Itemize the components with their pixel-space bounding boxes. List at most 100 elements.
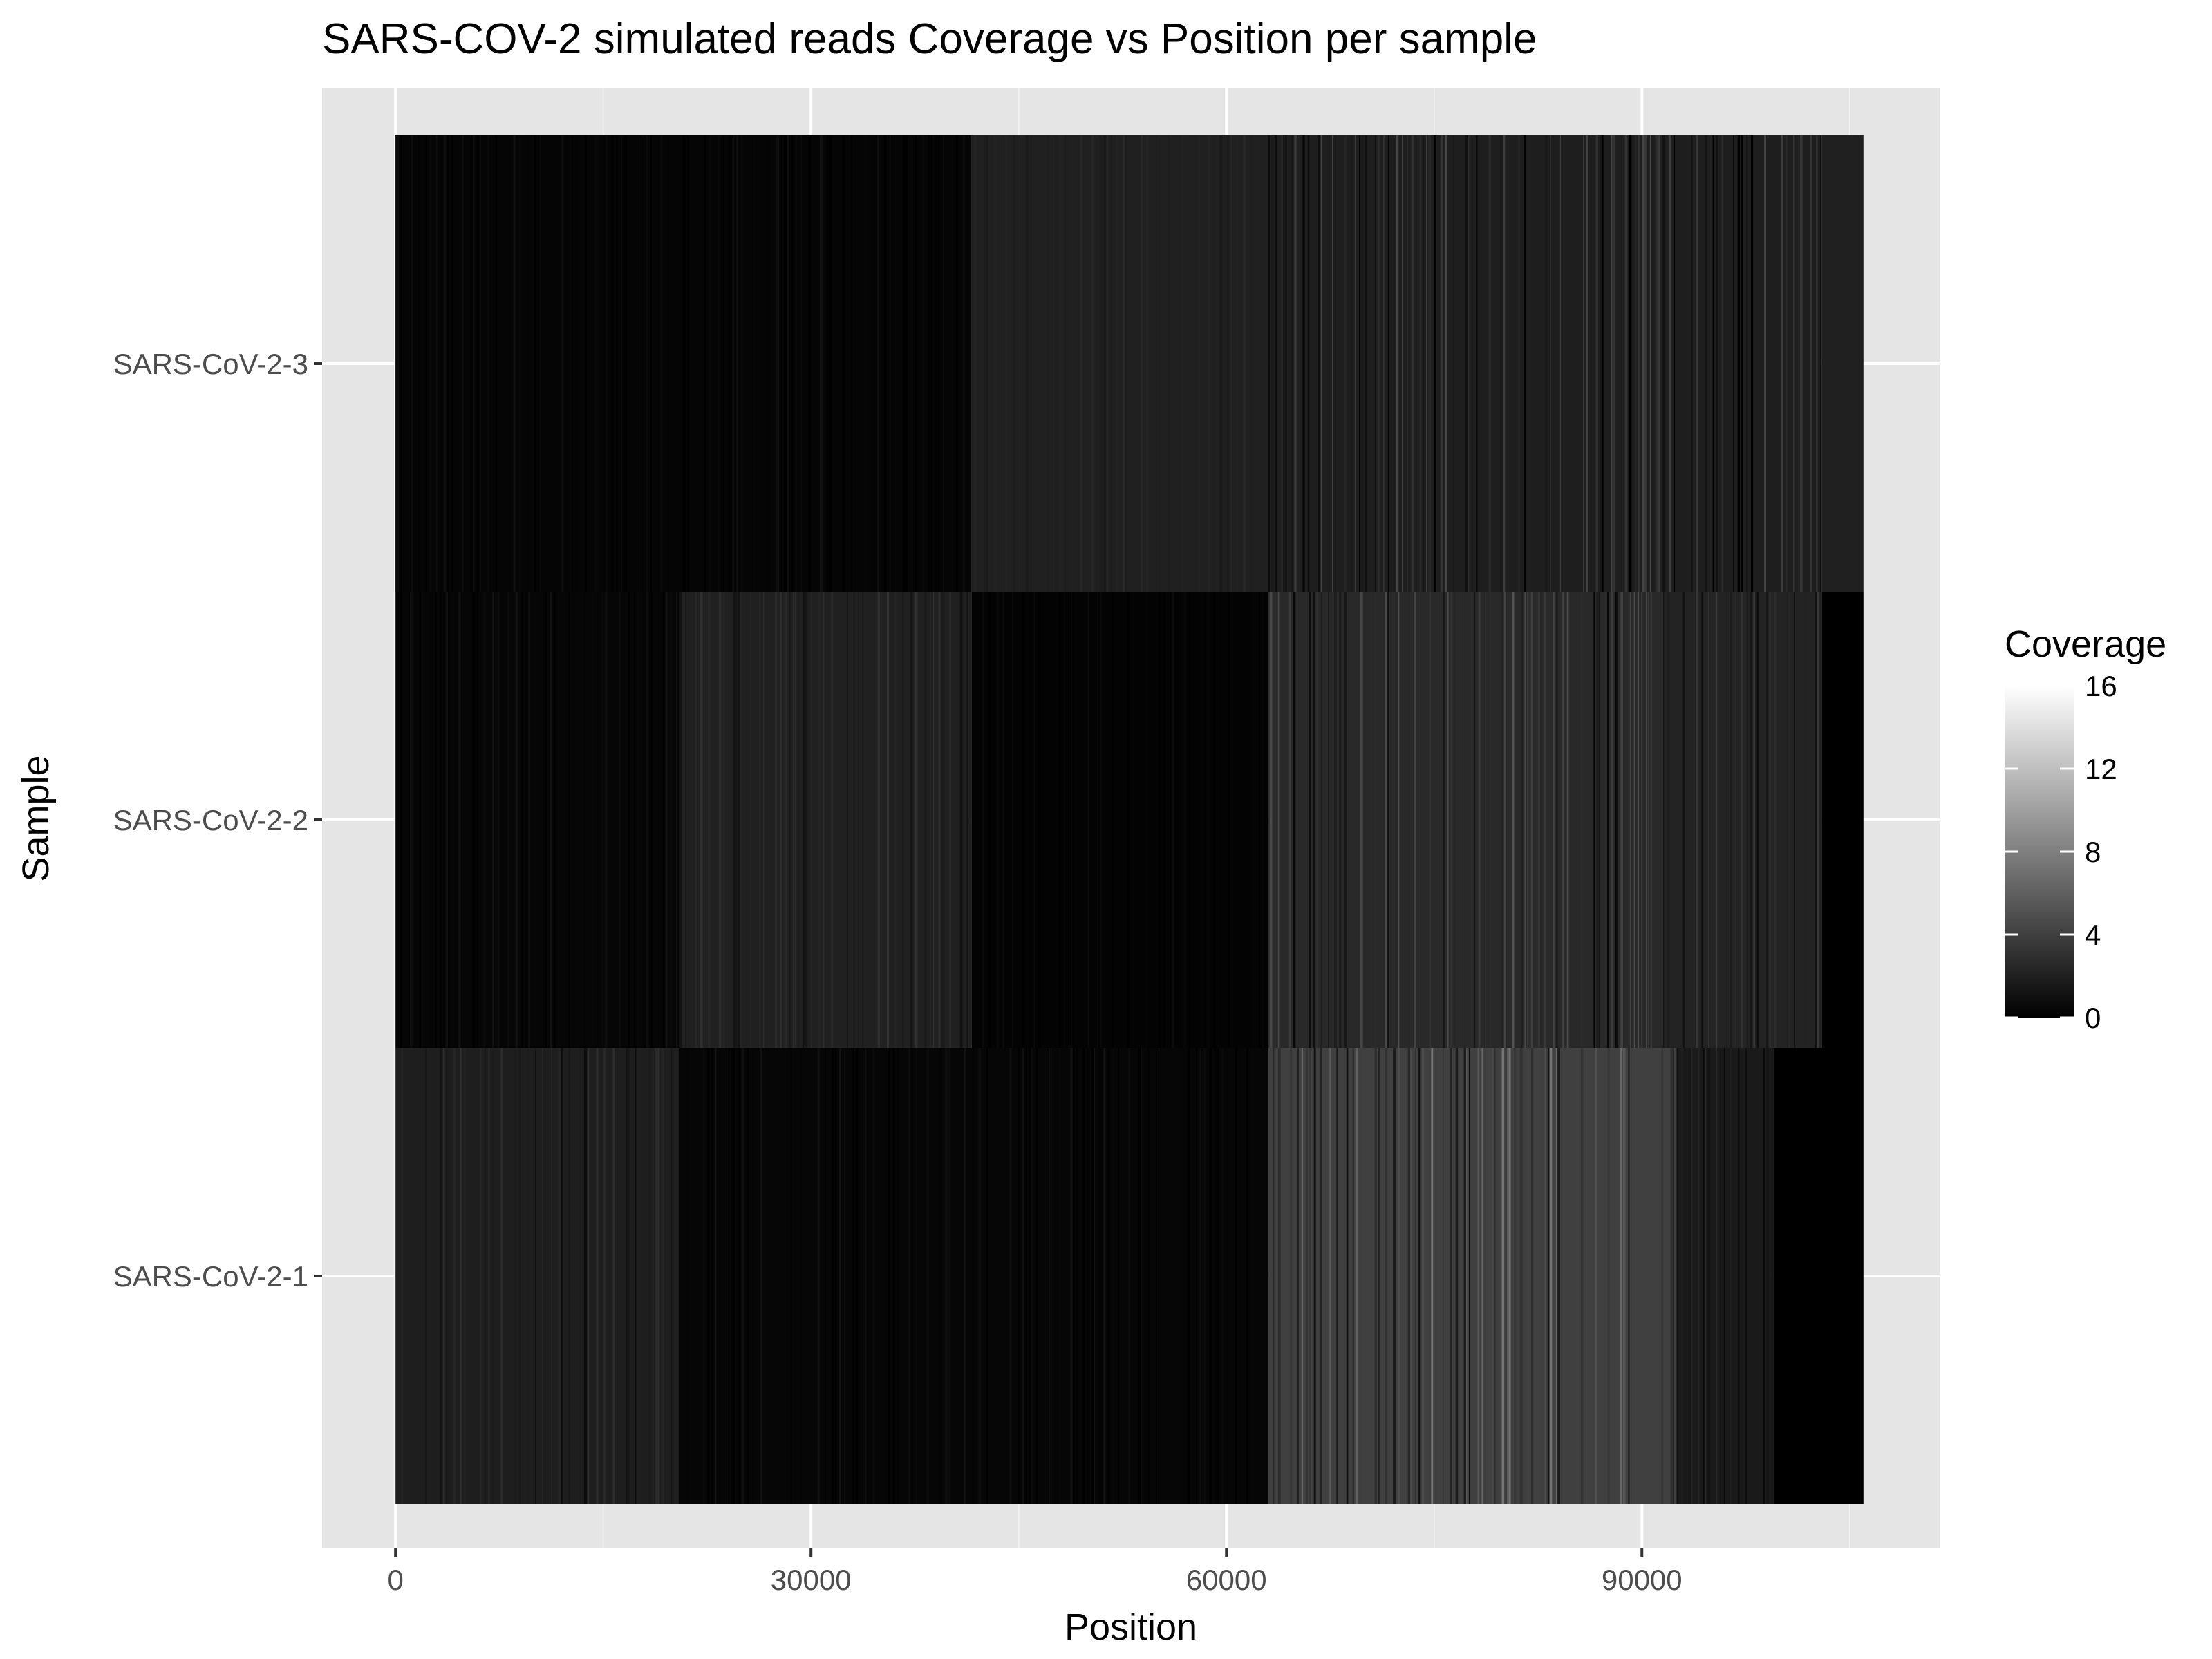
legend-tick-label: 0 xyxy=(2085,1002,2101,1034)
heatmap-cell xyxy=(472,592,476,1048)
heatmap-cell xyxy=(1556,592,1558,1048)
heatmap-cell xyxy=(507,592,509,1048)
heatmap-cell xyxy=(1387,135,1389,592)
heatmap-cell xyxy=(915,1048,917,1504)
heatmap-cell xyxy=(1466,1048,1468,1504)
heatmap-cell xyxy=(1207,135,1210,592)
heatmap-cell xyxy=(1428,135,1432,592)
heatmap-cell xyxy=(397,135,400,592)
heatmap-cell xyxy=(539,135,541,592)
heatmap-cell xyxy=(425,1048,427,1504)
heatmap-cell xyxy=(1494,1048,1496,1504)
heatmap-cell xyxy=(476,592,478,1048)
heatmap-cell xyxy=(411,135,414,592)
heatmap-cell xyxy=(781,135,782,592)
heatmap-cell xyxy=(1550,135,1551,592)
heatmap-cell xyxy=(646,592,649,1048)
heatmap-cell xyxy=(1295,135,1297,592)
heatmap-cell xyxy=(1179,135,1181,592)
heatmap-cell xyxy=(1163,592,1165,1048)
heatmap-cell xyxy=(1277,592,1280,1048)
heatmap-cell xyxy=(897,1048,899,1504)
heatmap-cell xyxy=(902,135,905,592)
heatmap-cell xyxy=(1070,1048,1073,1504)
heatmap-cell xyxy=(937,135,940,592)
heatmap-cell xyxy=(1002,592,1005,1048)
heatmap-cell xyxy=(1598,592,1600,1048)
heatmap-cell xyxy=(792,592,795,1048)
heatmap-cell xyxy=(1473,592,1476,1048)
heatmap-cell xyxy=(539,592,541,1048)
heatmap-cell xyxy=(1514,1048,1517,1504)
heatmap-cell xyxy=(1741,135,1743,592)
heatmap-cell xyxy=(583,1048,587,1504)
heatmap-cell xyxy=(1238,1048,1241,1504)
heatmap-cell xyxy=(596,1048,599,1504)
heatmap-cell xyxy=(597,135,599,592)
heatmap-cell xyxy=(662,592,664,1048)
heatmap-cell xyxy=(1067,135,1069,592)
heatmap-cell xyxy=(1221,1048,1224,1504)
heatmap-cell xyxy=(1259,592,1261,1048)
heatmap-cell xyxy=(1269,592,1273,1048)
heatmap-cell xyxy=(572,135,574,592)
heatmap-cell xyxy=(1047,135,1049,592)
heatmap-cell xyxy=(1447,592,1449,1048)
heatmap-cell xyxy=(632,592,635,1048)
heatmap-cell xyxy=(1672,1048,1674,1504)
heatmap-cell xyxy=(1815,592,1817,1048)
heatmap-cell xyxy=(1072,1048,1075,1504)
heatmap-cell xyxy=(1820,592,1822,1048)
heatmap-cell xyxy=(1681,1048,1683,1504)
heatmap-cell xyxy=(400,135,402,592)
heatmap-cell xyxy=(1022,1048,1024,1504)
heatmap-cell xyxy=(1611,592,1613,1048)
heatmap-cell xyxy=(1650,592,1653,1048)
heatmap-cell xyxy=(675,592,677,1048)
heatmap-segment xyxy=(1268,1048,1677,1504)
heatmap-cell xyxy=(1595,135,1598,592)
heatmap-cell xyxy=(1501,1048,1505,1504)
heatmap-cell xyxy=(1711,592,1714,1048)
heatmap-cell xyxy=(410,592,413,1048)
heatmap-cell xyxy=(435,135,438,592)
heatmap-cell xyxy=(1313,592,1315,1048)
heatmap-segment xyxy=(971,135,1268,592)
heatmap-cell xyxy=(1374,592,1377,1048)
heatmap-cell xyxy=(1613,135,1615,592)
heatmap-cell xyxy=(723,135,724,592)
heatmap-cell xyxy=(1496,1048,1499,1504)
heatmap-cell xyxy=(1387,592,1389,1048)
heatmap-cell xyxy=(892,1048,895,1504)
heatmap-segment xyxy=(395,1048,679,1504)
heatmap-cell xyxy=(1212,592,1216,1048)
x-axis-title: Position xyxy=(1065,1606,1197,1648)
heatmap-cell xyxy=(1730,592,1732,1048)
heatmap-cell xyxy=(1354,135,1356,592)
heatmap-cell xyxy=(718,135,721,592)
heatmap-cell xyxy=(448,592,450,1048)
heatmap-cell xyxy=(1064,592,1066,1048)
heatmap-cell xyxy=(1753,592,1756,1048)
heatmap-cell xyxy=(1705,1048,1707,1504)
heatmap-cell xyxy=(1662,592,1665,1048)
y-axis: SARS-CoV-2-1 SARS-CoV-2-2 SARS-CoV-2-3 xyxy=(113,348,322,1293)
heatmap-cell xyxy=(944,1048,948,1504)
heatmap-cell xyxy=(1182,135,1183,592)
heatmap-cell xyxy=(949,592,951,1048)
heatmap-cell xyxy=(568,1048,571,1504)
heatmap-cell xyxy=(831,592,834,1048)
heatmap-cell xyxy=(1766,1048,1769,1504)
heatmap-cell xyxy=(800,1048,802,1504)
heatmap-cell xyxy=(1025,1048,1027,1504)
heatmap-cell xyxy=(862,592,864,1048)
heatmap-cell xyxy=(1112,1048,1114,1504)
heatmap-cell xyxy=(635,1048,637,1504)
heatmap-cell xyxy=(1181,592,1183,1048)
heatmap-cell xyxy=(1318,135,1320,592)
heatmap-cell xyxy=(395,135,397,592)
heatmap-cell xyxy=(1641,592,1642,1048)
heatmap-cell xyxy=(1235,1048,1237,1504)
legend-title: Coverage xyxy=(2005,624,2166,665)
heatmap-cell xyxy=(842,135,845,592)
